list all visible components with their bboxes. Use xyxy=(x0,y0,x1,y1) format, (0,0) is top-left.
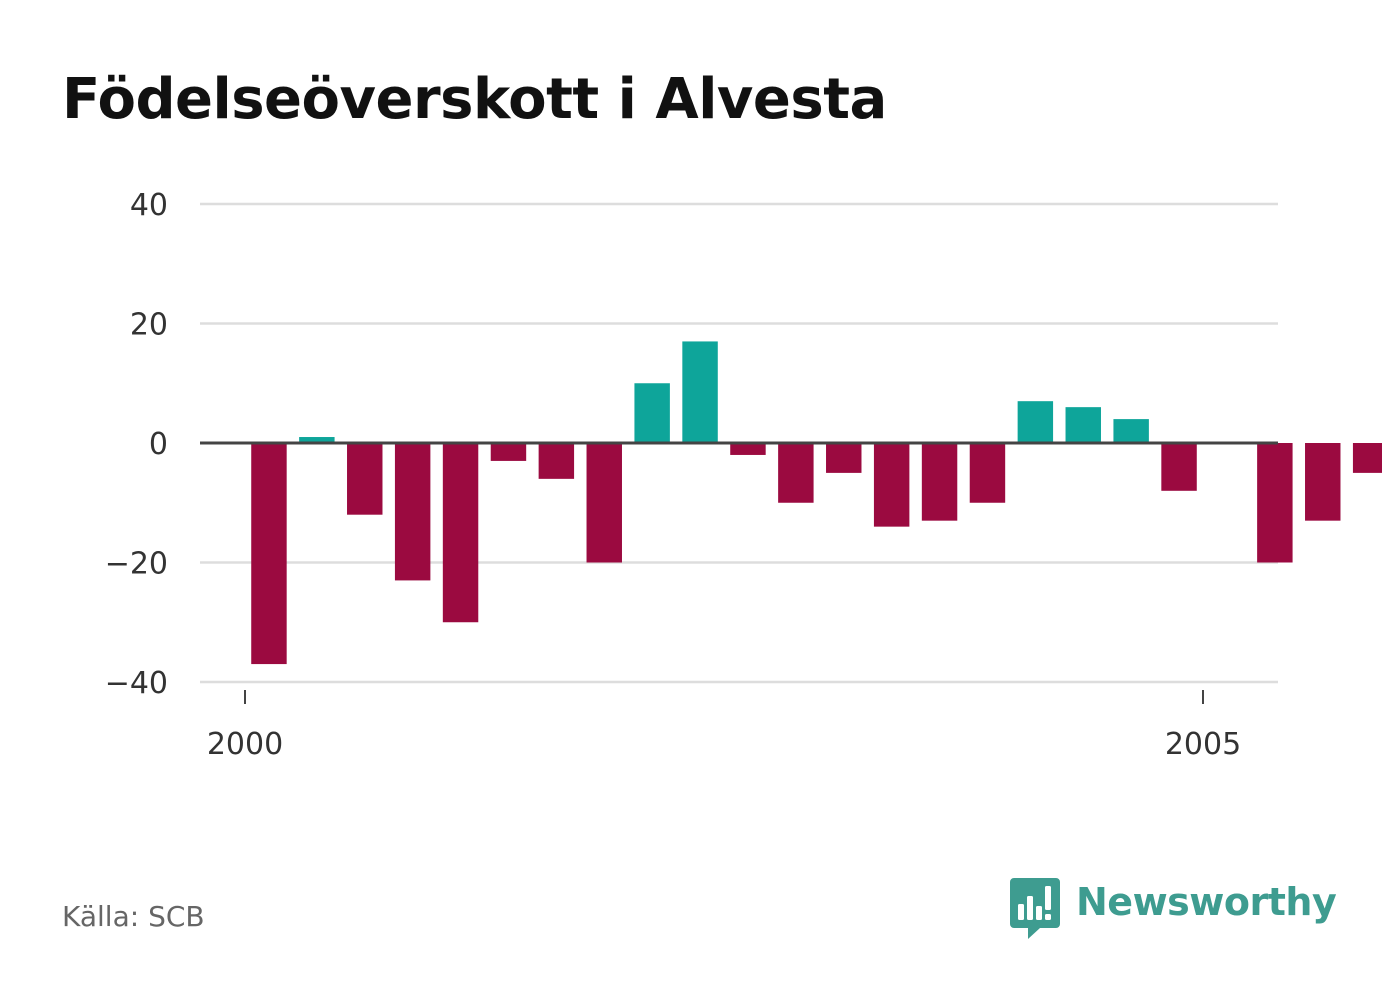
bar xyxy=(778,443,814,503)
y-tick-label: 0 xyxy=(149,427,168,462)
bar xyxy=(442,443,479,623)
bar xyxy=(1113,419,1149,443)
bar xyxy=(394,443,431,581)
bar xyxy=(730,443,766,455)
x-axis: 200020052010201520202025 xyxy=(207,690,1241,762)
bar xyxy=(347,443,383,515)
y-tick-label: −40 xyxy=(105,666,168,701)
grid-lines xyxy=(200,202,1278,684)
bar xyxy=(634,383,670,443)
chart-title: Födelseöverskott i Alvesta xyxy=(62,67,887,132)
bar xyxy=(1257,443,1293,563)
newsworthy-logo: Newsworthy xyxy=(1010,878,1337,944)
bar xyxy=(490,443,527,461)
bar xyxy=(1352,443,1382,473)
y-tick-label: 20 xyxy=(130,308,168,343)
y-tick-label: −20 xyxy=(105,547,168,582)
x-tick-label: 2000 xyxy=(207,727,283,762)
bar xyxy=(1065,407,1101,443)
bar xyxy=(1017,401,1054,443)
y-tick-label: 40 xyxy=(130,188,168,223)
bar xyxy=(826,443,862,473)
newsworthy-bar-chart-icon xyxy=(1010,878,1060,939)
bar xyxy=(586,443,622,563)
y-axis-labels: 40 20 0 −20 −40 xyxy=(105,188,168,701)
bar xyxy=(969,443,1006,503)
x-tick-label: 2005 xyxy=(1165,727,1241,762)
bar xyxy=(538,443,575,479)
source-credit: Källa: SCB xyxy=(62,900,205,933)
bars xyxy=(251,341,1382,665)
bar xyxy=(251,443,287,665)
brand-name: Newsworthy xyxy=(1076,880,1337,924)
bar xyxy=(682,341,718,443)
bar xyxy=(299,437,335,443)
bar xyxy=(1161,443,1197,491)
bar xyxy=(1305,443,1341,521)
bar xyxy=(921,443,958,521)
bar xyxy=(873,443,910,527)
